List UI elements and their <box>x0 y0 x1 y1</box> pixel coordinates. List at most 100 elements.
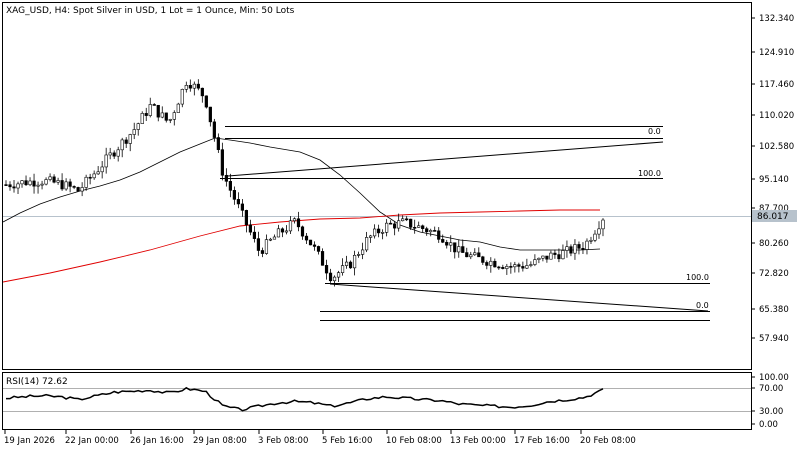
candle-body <box>348 261 353 269</box>
candle <box>96 166 100 175</box>
candle <box>481 255 485 265</box>
candle <box>501 264 505 270</box>
candle-body <box>260 250 265 254</box>
candle <box>593 230 597 243</box>
rsi-tick-label: 0.00 <box>759 420 778 430</box>
candle-body <box>501 267 505 269</box>
candle-body <box>597 228 601 235</box>
candle-body <box>100 166 104 173</box>
candle <box>553 249 557 259</box>
candle-body <box>128 134 132 144</box>
candle <box>525 258 529 270</box>
candle <box>601 218 605 237</box>
candle <box>373 224 377 239</box>
candle <box>184 81 188 93</box>
candle-body <box>557 254 561 260</box>
candle <box>417 221 421 228</box>
fib-lower[interactable]: 100.0 0.0 <box>320 273 710 321</box>
candle <box>76 186 80 192</box>
ma-fast-line <box>2 137 601 251</box>
candle <box>541 255 545 262</box>
candle <box>128 133 132 152</box>
candle-body <box>28 180 32 186</box>
candle-body <box>320 251 325 266</box>
candle-body <box>589 239 593 242</box>
candle-body <box>445 241 449 246</box>
candle-body <box>377 228 381 234</box>
candle-body <box>521 266 525 269</box>
candle-body <box>425 228 429 233</box>
price-tick-label: 95.140 <box>759 175 789 185</box>
rsi-tick-label: 30.00 <box>759 407 783 417</box>
price-tick-label: 57.940 <box>759 334 789 344</box>
candle <box>457 240 461 258</box>
candle <box>152 103 156 106</box>
candle <box>348 260 353 269</box>
candle-body <box>60 180 64 190</box>
candle <box>493 258 497 268</box>
candle <box>597 221 601 239</box>
candle <box>365 231 369 253</box>
candle-body <box>493 260 497 268</box>
candle-body <box>365 237 369 251</box>
candle-body <box>324 265 329 274</box>
candle-body <box>280 228 285 233</box>
candle <box>268 237 273 242</box>
candle <box>304 233 309 245</box>
candle-body <box>188 85 192 89</box>
candle <box>292 217 297 224</box>
candle-body <box>517 264 521 267</box>
candle-body <box>497 266 501 269</box>
candle <box>569 244 573 257</box>
candle <box>437 227 441 243</box>
candle-body <box>344 261 349 266</box>
candle <box>369 234 373 243</box>
candle <box>549 250 553 260</box>
candle-body <box>132 129 136 135</box>
candle <box>72 185 76 190</box>
candle <box>56 177 60 185</box>
candle-body <box>300 226 305 237</box>
candle <box>52 174 56 184</box>
current-price-tag <box>752 210 797 222</box>
candle-body <box>264 239 269 254</box>
candle-body <box>405 218 409 221</box>
candle <box>112 150 116 159</box>
candle <box>425 226 429 236</box>
candle-body <box>328 272 333 282</box>
candle <box>132 122 136 140</box>
candle-body <box>36 184 40 187</box>
time-tick-label: 22 Jan 00:00 <box>65 436 119 446</box>
candle <box>521 261 525 272</box>
candle <box>320 248 325 266</box>
candle-body <box>561 250 565 260</box>
candle-body <box>212 121 216 138</box>
candle-body <box>240 203 244 211</box>
candle <box>336 270 341 282</box>
candle <box>537 257 541 264</box>
candle-body <box>80 187 84 192</box>
candle-body <box>96 171 100 175</box>
candle-body <box>8 184 12 188</box>
candle-body <box>112 152 116 157</box>
fib-upper-label-0: 0.0 <box>648 127 661 136</box>
candle-body <box>449 242 453 246</box>
candle <box>497 265 501 270</box>
candle-body <box>168 119 172 121</box>
candle-body <box>84 176 88 188</box>
price-axis: 132.340 124.910 117.460 110.020 102.580 95.14… <box>751 14 794 344</box>
fib-upper[interactable]: 0.0 100.0 <box>220 126 664 179</box>
candle <box>381 229 385 240</box>
candle-body <box>24 180 28 186</box>
candle-body <box>292 218 297 222</box>
candle <box>200 87 204 103</box>
time-tick-label: 5 Feb 16:00 <box>322 436 372 446</box>
candle <box>477 247 481 258</box>
fib-lower-trendline <box>329 283 709 312</box>
candle <box>441 234 445 244</box>
candle <box>4 180 8 186</box>
candle <box>509 262 513 274</box>
candle-body <box>421 225 425 229</box>
